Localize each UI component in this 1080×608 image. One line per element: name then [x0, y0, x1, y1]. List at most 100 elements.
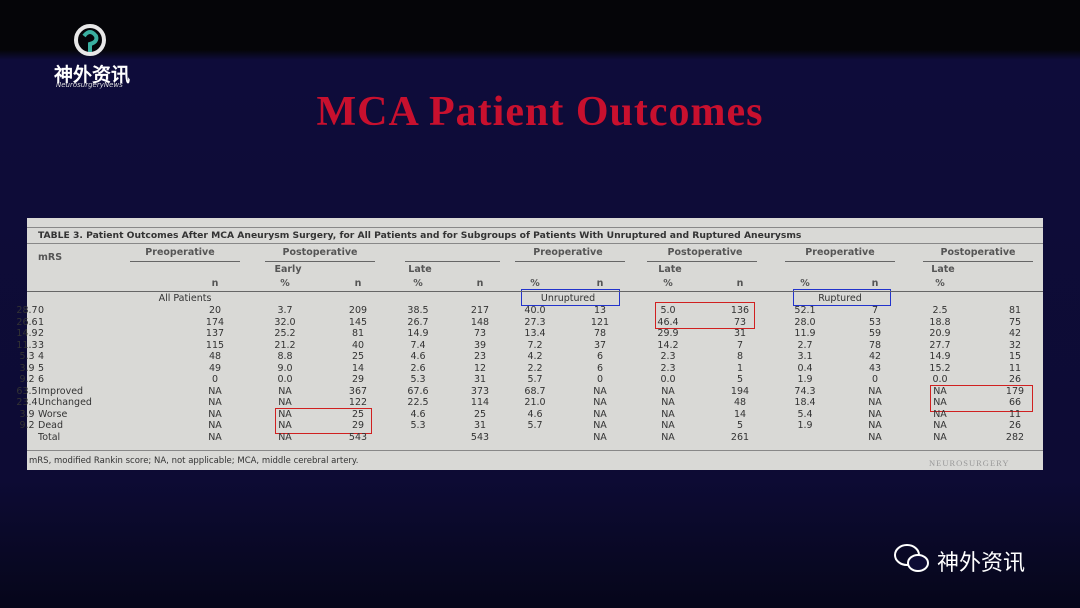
table-cell: 40.0 [524, 305, 546, 316]
table-cell: NA [593, 420, 607, 431]
table-cell: 11.9 [794, 328, 816, 339]
table-cell: 15.2 [929, 362, 951, 374]
table-cell: 81 [1008, 305, 1022, 316]
caption-rule [27, 227, 1043, 228]
table-cell: NA [661, 431, 675, 443]
table-cell: NA [278, 397, 292, 408]
table-cell: 40 [351, 339, 365, 351]
table-cell: 11 [1008, 408, 1022, 420]
table-cell: 38.5 [407, 305, 429, 316]
table-cell: 81 [351, 328, 365, 339]
table-cell: 9.2 [19, 420, 35, 431]
table-cell: 14 [351, 362, 365, 374]
table-cell: 114 [470, 397, 490, 408]
table-cell: 4.6 [410, 408, 426, 420]
table-cell: 121 [590, 316, 610, 328]
table-cell: 37 [593, 339, 607, 351]
table-cell: 5.7 [527, 420, 543, 431]
table-cell: 179 [1005, 385, 1025, 397]
table-cell: 67.6 [407, 385, 429, 397]
table-cell: 174 [205, 316, 225, 328]
subheader: % [413, 278, 423, 289]
table-cell: NA [933, 420, 947, 431]
table-cell: 20.9 [929, 328, 951, 339]
subheader: n [736, 278, 744, 289]
table-cell: 26.7 [407, 316, 429, 328]
table-cell: 5.4 [797, 408, 813, 420]
table-cell: 0.0 [277, 374, 293, 385]
table-cell: 122 [348, 397, 368, 408]
table-cell: NA [661, 385, 675, 397]
column-group: Postoperative [940, 247, 1016, 258]
table-cell: 23.4 [16, 397, 38, 408]
table-cell: NA [661, 408, 675, 420]
table-cell: NA [208, 431, 222, 443]
table-cell: 4.2 [527, 351, 543, 362]
table-cell: 49 [208, 362, 222, 374]
row-label: 1 [38, 316, 45, 328]
row-label: 0 [38, 305, 45, 316]
table-cell: 68.7 [524, 385, 546, 397]
table-cell: NA [933, 431, 947, 443]
table-cell: 32.0 [274, 316, 296, 328]
table-cell: 31 [473, 374, 487, 385]
table-cell: 48 [208, 351, 222, 362]
table-cell: 7.2 [527, 339, 543, 351]
table-cell: 31 [473, 420, 487, 431]
table-cell: 18.4 [794, 397, 816, 408]
table-cell: NA [593, 397, 607, 408]
table-cell: 3.7 [277, 305, 293, 316]
table-cell: 3.9 [19, 362, 35, 374]
subheader: % [800, 278, 810, 289]
column-group: Preoperative [533, 247, 603, 258]
logo-icon [74, 24, 106, 56]
table-cell: 543 [470, 431, 490, 443]
table-cell: 0.0 [660, 374, 676, 385]
table-cell: 373 [470, 385, 490, 397]
table-cell: 7 [736, 339, 744, 351]
table-cell: 25 [351, 351, 365, 362]
table-cell: NA [661, 397, 675, 408]
table-cell: 14.2 [657, 339, 679, 351]
table-cell: 20 [208, 305, 222, 316]
timepoint: Early [274, 264, 302, 275]
highlight-box [275, 408, 372, 434]
header-rule [647, 261, 757, 262]
table-cell: 136 [730, 305, 750, 316]
table-cell: 12 [473, 362, 487, 374]
table-cell: NA [933, 385, 947, 397]
table-cell: 194 [730, 385, 750, 397]
table-cell: 46.4 [657, 316, 679, 328]
table-cell: 261 [730, 431, 750, 443]
table-cell: 14.9 [929, 351, 951, 362]
table-cell: 27.3 [524, 316, 546, 328]
header-rule [405, 261, 500, 262]
table-cell: 7 [871, 305, 879, 316]
table-cell: 21.2 [274, 339, 296, 351]
wechat-icon [894, 544, 929, 572]
table-cell: NA [868, 420, 882, 431]
table-cell: 3.9 [19, 408, 35, 420]
table-cell: 23 [473, 351, 487, 362]
table-cell: 78 [868, 339, 882, 351]
table-cell: 15 [1008, 351, 1022, 362]
row-label: Worse [38, 408, 68, 420]
table-cell: 25 [351, 408, 365, 420]
column-group: Postoperative [667, 247, 743, 258]
table-cell: NA [278, 420, 292, 431]
table-cell: 43 [868, 362, 882, 374]
table-cell: 9.0 [277, 362, 293, 374]
table-cell: 25 [473, 408, 487, 420]
header-rule [785, 261, 895, 262]
table-cell: 48 [733, 397, 747, 408]
table-cell: 5.3 [410, 374, 426, 385]
subgroup-label: Ruptured [818, 293, 862, 304]
table-cell: 25.2 [274, 328, 296, 339]
timepoint: Late [931, 264, 955, 275]
subheader: n [871, 278, 879, 289]
table-cell: 4.6 [410, 351, 426, 362]
table-cell: 209 [348, 305, 368, 316]
table-cell: 6 [596, 351, 604, 362]
table-cell: 59 [868, 328, 882, 339]
table-cell: 29.9 [657, 328, 679, 339]
